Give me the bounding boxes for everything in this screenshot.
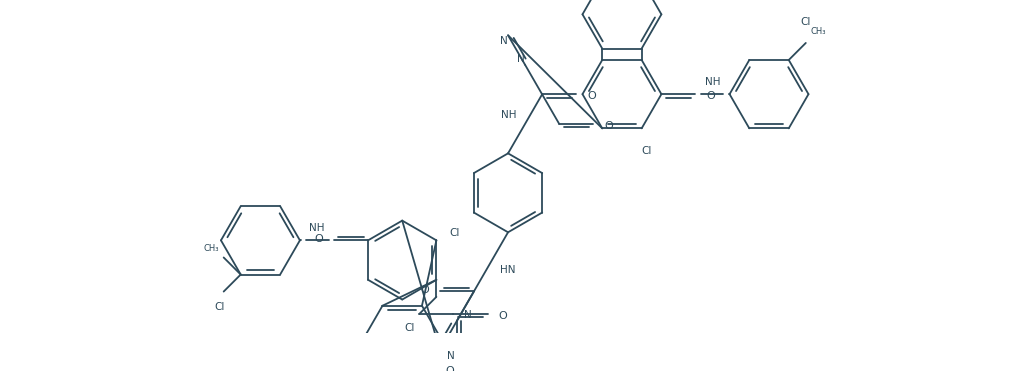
Text: N: N [518,55,525,65]
Text: N: N [447,351,455,361]
Text: O: O [445,366,455,371]
Text: O: O [587,91,596,101]
Text: O: O [604,121,613,131]
Text: O: O [314,234,323,243]
Text: NH: NH [500,110,516,120]
Text: N: N [464,311,472,321]
Text: NH: NH [705,77,720,87]
Text: Cl: Cl [214,302,225,312]
Text: NH: NH [309,223,324,233]
Text: Cl: Cl [450,228,461,238]
Text: CH₃: CH₃ [203,244,220,253]
Text: O: O [498,311,507,321]
Text: N: N [500,36,508,46]
Text: Cl: Cl [641,146,651,156]
Text: HN: HN [500,265,516,275]
Text: CH₃: CH₃ [811,27,826,36]
Text: Cl: Cl [405,323,415,333]
Text: Cl: Cl [800,17,811,27]
Text: O: O [706,91,715,101]
Text: O: O [420,285,429,295]
